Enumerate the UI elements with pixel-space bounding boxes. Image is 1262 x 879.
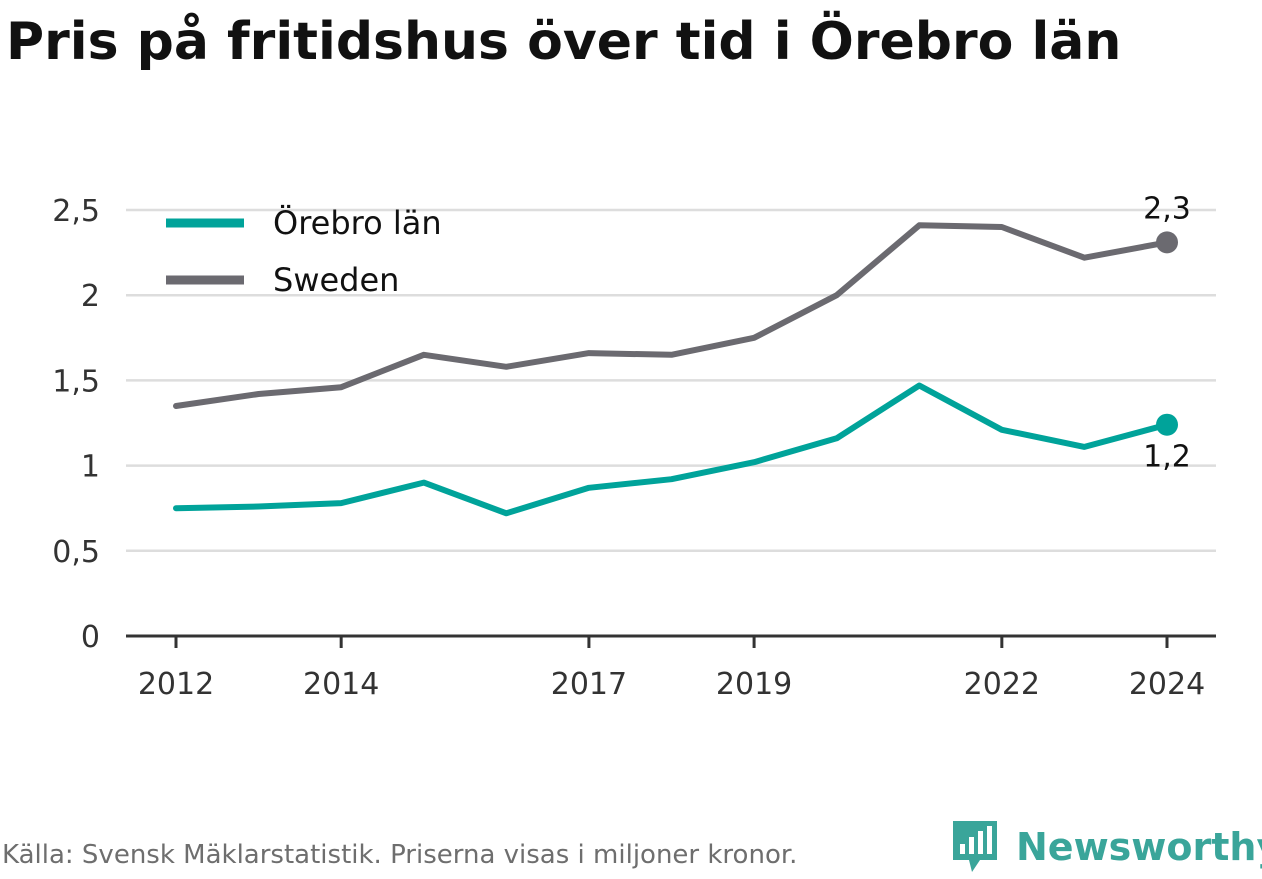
x-tick-label: 2024 bbox=[1129, 667, 1205, 702]
y-tick-label: 0,5 bbox=[52, 535, 100, 570]
legend-label: Sweden bbox=[273, 261, 399, 299]
x-tick-label: 2019 bbox=[716, 667, 792, 702]
series-line bbox=[173, 222, 1170, 409]
bar-chart-speech-bubble-icon bbox=[953, 821, 997, 872]
series-end-point bbox=[1156, 231, 1178, 254]
source-note: Källa: Svensk Mäklarstatistik. Priserna … bbox=[2, 840, 798, 870]
brand[interactable]: Newsworthy bbox=[950, 818, 1262, 876]
y-tick-label: 1,5 bbox=[52, 364, 100, 399]
y-tick-label: 2,5 bbox=[52, 194, 100, 229]
legend: Örebro län Sweden bbox=[166, 204, 442, 299]
x-tick-label: 2012 bbox=[138, 667, 214, 702]
series-end-label: 2,3 bbox=[1143, 191, 1191, 226]
brand-name: Newsworthy bbox=[1016, 825, 1262, 869]
legend-label: Örebro län bbox=[273, 204, 442, 242]
x-tick-label: 2022 bbox=[964, 667, 1040, 702]
x-tick-label: 2017 bbox=[551, 667, 627, 702]
series-lines: 1,2 2,3 bbox=[173, 191, 1191, 517]
series-end-label: 1,2 bbox=[1143, 440, 1191, 475]
series-end-point bbox=[1156, 413, 1178, 436]
line-chart: 0 0,5 1 1,5 2 2,5 2012 2014 2017 2019 2022 2024 1,2… bbox=[52, 191, 1216, 702]
x-tick-label: 2014 bbox=[303, 667, 379, 702]
y-tick-label: 0 bbox=[81, 620, 100, 655]
axes: 0 0,5 1 1,5 2 2,5 2012 2014 2017 2019 2022 2024 bbox=[52, 194, 1216, 702]
gridlines bbox=[126, 208, 1216, 553]
page-title: Pris på fritidshus över tid i Örebro län bbox=[6, 12, 1122, 72]
y-tick-label: 2 bbox=[81, 279, 100, 314]
series-line bbox=[173, 382, 1170, 517]
y-tick-label: 1 bbox=[81, 450, 100, 485]
